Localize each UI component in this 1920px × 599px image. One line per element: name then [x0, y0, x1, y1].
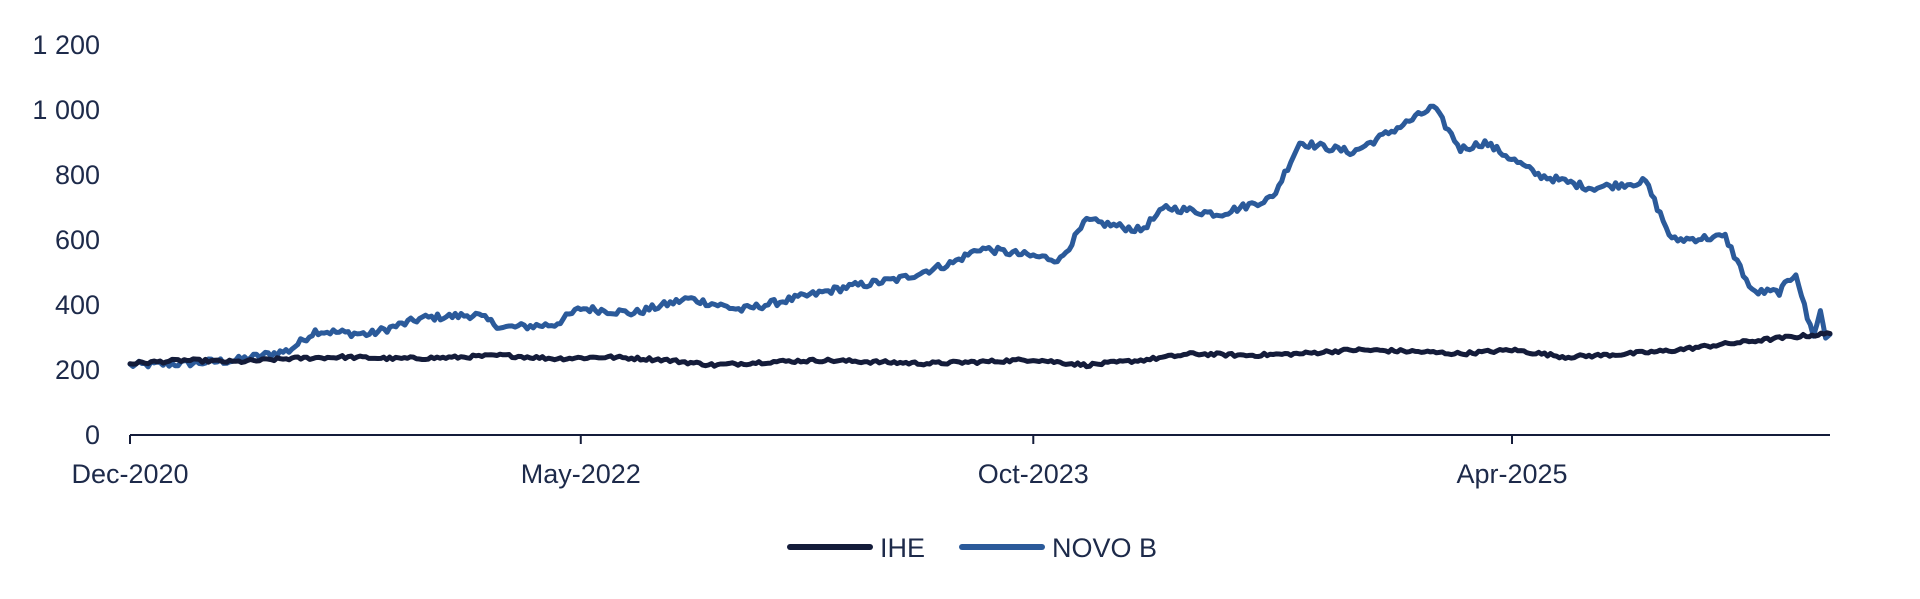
y-tick-label: 1 000 [32, 95, 100, 125]
y-tick-label: 800 [55, 160, 100, 190]
legend: IHE NOVO B [787, 533, 1157, 563]
y-axis-ticks: 0 200 400 600 800 1 000 1 200 [32, 30, 100, 450]
x-tick-label: May-2022 [521, 459, 641, 489]
y-tick-label: 600 [55, 225, 100, 255]
x-tick-label: Apr-2025 [1456, 459, 1567, 489]
y-tick-label: 400 [55, 290, 100, 320]
series-line-ihe [127, 330, 1833, 370]
x-tick-label: Oct-2023 [978, 459, 1089, 489]
y-tick-label: 200 [55, 355, 100, 385]
legend-label: IHE [880, 533, 925, 563]
series-line-novo-b [127, 103, 1833, 370]
x-tick-label: Dec-2020 [71, 459, 188, 489]
series-lines [127, 103, 1833, 370]
y-tick-label: 1 200 [32, 30, 100, 60]
y-tick-label: 0 [85, 420, 100, 450]
x-axis: Dec-2020 May-2022 Oct-2023 Apr-2025 [71, 434, 1830, 489]
legend-label: NOVO B [1052, 533, 1157, 563]
